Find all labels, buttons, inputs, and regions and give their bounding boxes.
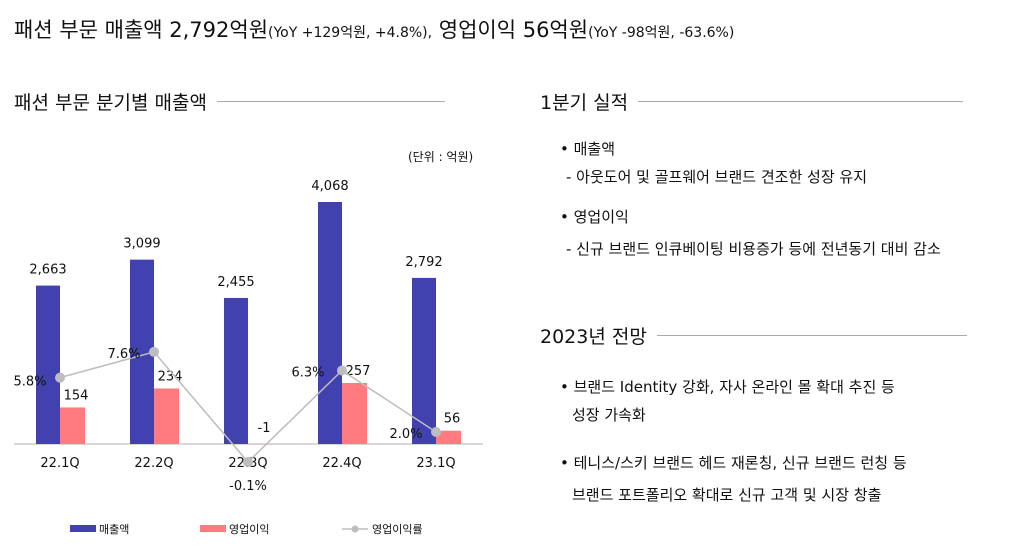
rate-label: -0.1% — [229, 479, 267, 494]
op-label: 234 — [158, 369, 183, 384]
chart-title: 패션 부문 분기별 매출액 — [14, 92, 207, 114]
op-bar — [342, 383, 367, 444]
q1-title: 1분기 실적 — [540, 92, 629, 114]
sales-label: 2,792 — [405, 255, 442, 270]
rate-point — [243, 457, 253, 468]
sales-label: 2,455 — [217, 275, 254, 290]
outlook-item: • 테니스/스키 브랜드 헤드 재론칭, 신규 브랜드 런칭 등 — [560, 454, 907, 472]
rate-label: 5.8% — [13, 375, 46, 390]
outlook-item-cont: 성장 가속화 — [572, 406, 646, 424]
sales-label: 3,099 — [123, 237, 160, 252]
unit-label: (단위 : 억원) — [408, 150, 474, 164]
divider — [656, 335, 967, 336]
op-label: 56 — [444, 412, 461, 427]
op-bar — [436, 430, 461, 444]
rate-point — [337, 365, 347, 376]
outlook-item-cont: 브랜드 포트폴리오 확대로 신규 고객 및 시장 창출 — [572, 486, 882, 504]
op-bar — [154, 388, 179, 444]
outlook-section-title: 2023년 전망 — [540, 322, 967, 349]
legend-swatch-op — [200, 525, 226, 532]
op-label: 257 — [346, 364, 371, 379]
x-tick-label: 22.2Q — [134, 456, 173, 471]
q1-item-detail: - 아웃도어 및 골프웨어 브랜드 견조한 성장 유지 — [566, 168, 867, 186]
op-bar — [60, 407, 85, 444]
headline-sales: 패션 부문 매출액 2,792억원 — [14, 18, 269, 42]
sales-bar — [412, 277, 436, 444]
rate-label: 6.3% — [291, 366, 324, 381]
rate-point — [55, 372, 65, 383]
headline-op-yoy: (YoY -98억원, -63.6%) — [588, 25, 735, 41]
legend-marker-rate — [351, 525, 359, 533]
x-tick-label: 23.1Q — [416, 456, 455, 471]
sales-label: 2,663 — [29, 263, 66, 278]
q1-item-head: • 영업이익 — [560, 208, 629, 226]
q1-section-title: 1분기 실적 — [540, 88, 964, 115]
legend-label-rate: 영업이익률 — [372, 523, 423, 536]
q1-item-detail: - 신규 브랜드 인큐베이팅 비용증가 등에 전년동기 대비 감소 — [566, 240, 941, 258]
legend-swatch-sales — [70, 525, 96, 532]
op-label: -1 — [258, 421, 271, 436]
headline: 패션 부문 매출액 2,792억원(YoY +129억원, +4.8%), 영업… — [14, 14, 734, 44]
chart-section-title: 패션 부문 분기별 매출액 — [14, 88, 445, 115]
x-tick-label: 22.4Q — [322, 456, 361, 471]
legend-label-op: 영업이익 — [229, 523, 269, 536]
sales-label: 4,068 — [311, 179, 348, 194]
op-label: 154 — [64, 388, 89, 403]
rate-point — [431, 427, 441, 437]
headline-op: 영업이익 56억원 — [432, 18, 589, 42]
x-tick-label: 22.1Q — [40, 456, 79, 471]
sales-bar — [36, 285, 60, 444]
outlook-item: • 브랜드 Identity 강화, 자사 온라인 몰 확대 추진 등 — [560, 378, 895, 396]
bar-line-chart: 2,66315422.1Q3,09923422.2Q2,455-122.3Q4,… — [13, 179, 483, 536]
divider — [216, 101, 445, 102]
legend-label-sales: 매출액 — [99, 523, 129, 536]
headline-sales-yoy: (YoY +129억원, +4.8%), — [268, 25, 433, 41]
sales-bar — [318, 202, 342, 444]
rate-label: 7.6% — [107, 347, 140, 362]
rate-point — [149, 346, 159, 357]
rate-label: 2.0% — [389, 427, 422, 442]
divider — [638, 101, 964, 102]
outlook-title: 2023년 전망 — [540, 326, 647, 348]
sales-bar — [224, 297, 248, 444]
q1-item-head: • 매출액 — [560, 140, 616, 158]
